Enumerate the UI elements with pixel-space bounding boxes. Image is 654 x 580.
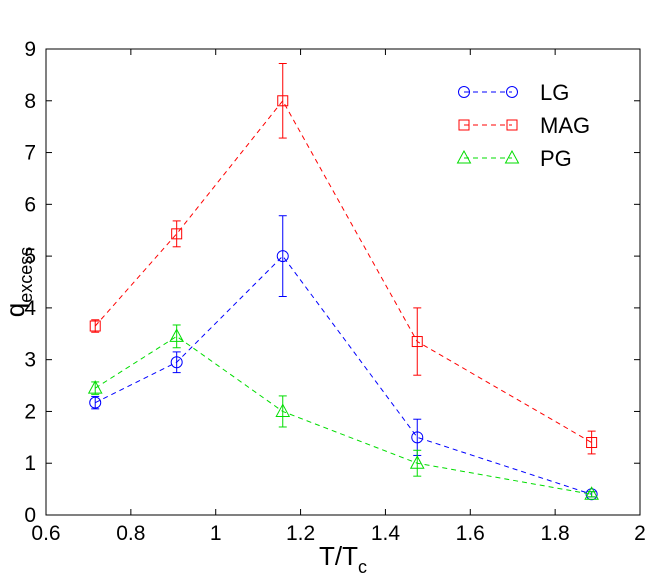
x-tick-label-7: 2 (634, 522, 646, 545)
x-tick-label-2: 1 (210, 522, 222, 545)
point-pg-1 (169, 328, 185, 342)
point-lg-0 (89, 396, 102, 409)
point-lg-2 (276, 250, 289, 263)
point-mag-4 (586, 437, 598, 449)
legend-label-pg: PG (540, 146, 572, 171)
y-tick-label-9: 9 (24, 38, 36, 61)
x-tick-label-1: 0.8 (116, 522, 145, 545)
legend-marker-start-mag (458, 119, 470, 131)
x-axis-label: T/Tc (319, 541, 367, 577)
y-axis-label: qexcess (0, 247, 36, 318)
y-tick-label-7: 7 (24, 142, 36, 165)
y-tick-label-1: 1 (24, 452, 36, 475)
series-line-mag (94, 99, 592, 443)
point-pg-3 (409, 455, 425, 469)
point-lg-3 (411, 431, 424, 444)
point-mag-0 (89, 320, 101, 332)
legend-marker-end-lg (506, 86, 518, 98)
series-mag (89, 62, 598, 455)
legend: LG MAG PG (456, 80, 590, 171)
legend-entry-lg: LG (458, 80, 569, 105)
legend-label-lg: LG (540, 80, 569, 105)
x-tick-label-6: 1.8 (541, 522, 570, 545)
point-pg-0 (87, 380, 103, 394)
plot-frame (45, 48, 641, 516)
series-lg (89, 215, 598, 501)
legend-marker-start-pg (456, 149, 472, 164)
y-tick-label-8: 8 (24, 90, 36, 113)
point-mag-1 (171, 228, 183, 240)
legend-entry-pg: PG (456, 146, 572, 171)
x-tick-label-4: 1.4 (371, 522, 401, 545)
y-tick-label-6: 6 (24, 193, 36, 216)
y-tick-label-4: 4 (24, 297, 36, 320)
legend-label-mag: MAG (540, 113, 590, 138)
point-mag-3 (411, 336, 423, 348)
point-mag-2 (277, 95, 289, 107)
y-axis-label-sub: excess (16, 247, 36, 303)
legend-marker-end-mag (506, 119, 518, 131)
point-pg-4 (584, 486, 599, 500)
axes: 0.6 0.8 1 1.2 1.4 1.6 1.8 2 0 1 2 3 4 5 6 7 8 9 (24, 38, 646, 545)
y-tick-label-0: 0 (24, 504, 36, 527)
x-tick-label-5: 1.6 (456, 522, 485, 545)
point-pg-2 (275, 403, 291, 417)
series-pg (87, 324, 599, 500)
y-tick-label-2: 2 (24, 400, 36, 423)
x-tick-label-0: 0.6 (31, 522, 60, 545)
y-axis-label-main: q (0, 303, 30, 317)
y-tick-label-3: 3 (24, 349, 36, 372)
point-lg-1 (170, 356, 183, 369)
series-layer (87, 62, 599, 501)
series-line-lg (94, 255, 592, 495)
x-tick-label-3: 1.2 (286, 522, 315, 545)
legend-entry-mag: MAG (458, 113, 590, 138)
y-tick-label-5: 5 (24, 245, 36, 268)
legend-marker-end-pg (504, 149, 520, 164)
x-axis-label-main: T/T (319, 541, 358, 571)
x-axis-label-sub: c (358, 557, 367, 577)
legend-marker-start-lg (458, 86, 470, 98)
series-line-pg (94, 335, 592, 495)
